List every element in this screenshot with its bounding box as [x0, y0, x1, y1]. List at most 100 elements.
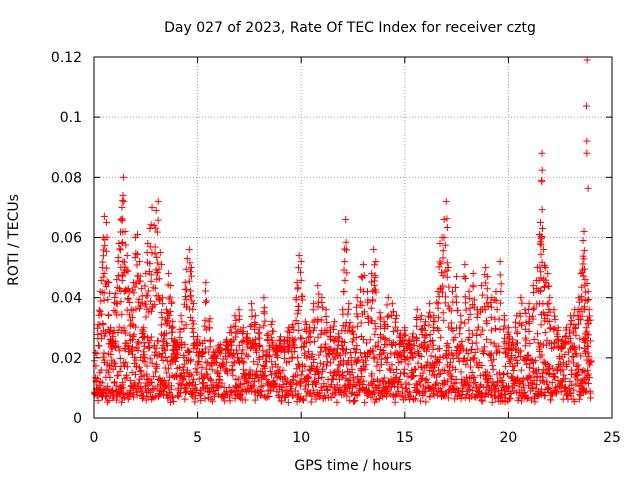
- roti-spread-point: [562, 338, 570, 346]
- roti-spread-point: [487, 313, 495, 321]
- roti-spread-point: [234, 350, 242, 358]
- baseline-point: [232, 346, 240, 354]
- roti-point: [154, 197, 162, 205]
- roti-spread-point: [126, 337, 134, 345]
- baseline-point: [489, 362, 497, 370]
- baseline-point: [450, 384, 458, 392]
- roti-spread-point: [294, 284, 302, 292]
- roti-point: [117, 215, 125, 223]
- baseline-point: [250, 358, 258, 366]
- baseline-point: [258, 391, 266, 399]
- roti-spread-point: [288, 353, 296, 361]
- baseline-point: [170, 397, 178, 405]
- baseline-point: [126, 393, 134, 401]
- roti-spread-point: [465, 316, 473, 324]
- roti-spread-point: [122, 241, 130, 249]
- roti-spread-point: [260, 308, 268, 316]
- baseline-point: [513, 359, 521, 367]
- roti-spread-point: [198, 352, 206, 360]
- roti-spread-point: [401, 346, 409, 354]
- roti-spread-point: [576, 316, 584, 324]
- roti-point: [100, 212, 108, 220]
- roti-spread-point: [292, 296, 300, 304]
- baseline-point: [375, 395, 383, 403]
- roti-spread-point: [363, 339, 371, 347]
- roti-spread-point: [344, 310, 352, 318]
- baseline-point: [463, 347, 471, 355]
- baseline-point: [133, 391, 141, 399]
- baseline-point: [100, 349, 108, 357]
- baseline-point: [116, 354, 124, 362]
- roti-spread-point: [583, 137, 591, 145]
- roti-spread-point: [315, 290, 323, 298]
- baseline-point: [273, 373, 281, 381]
- baseline-point: [368, 382, 376, 390]
- roti-spread-point: [530, 289, 538, 297]
- roti-point: [372, 258, 380, 266]
- baseline-point: [193, 368, 201, 376]
- roti-spread-point: [526, 339, 534, 347]
- roti-spread-point: [142, 313, 150, 321]
- roti-spread-point: [345, 322, 353, 330]
- baseline-point: [417, 352, 425, 360]
- roti-point: [550, 306, 558, 314]
- roti-spread-point: [117, 298, 125, 306]
- roti-spread-point: [413, 322, 421, 330]
- roti-spread-point: [371, 286, 379, 294]
- baseline-point: [405, 380, 413, 388]
- roti-spread-point: [557, 342, 565, 350]
- roti-point: [582, 324, 590, 332]
- roti-spread-point: [305, 334, 313, 342]
- baseline-point: [519, 375, 527, 383]
- baseline-point: [121, 362, 129, 370]
- roti-point: [529, 282, 537, 290]
- roti-spread-point: [368, 296, 376, 304]
- baseline-point: [279, 366, 287, 374]
- baseline-point: [541, 392, 549, 400]
- roti-spread-point: [518, 321, 526, 329]
- roti-spread-point: [341, 245, 349, 253]
- baseline-point: [391, 398, 399, 406]
- roti-spread-point: [259, 352, 267, 360]
- roti-spread-point: [443, 342, 451, 350]
- roti-spread-point: [136, 302, 144, 310]
- baseline-point: [231, 395, 239, 403]
- baseline-point: [223, 369, 231, 377]
- roti-spread-point: [123, 306, 131, 314]
- roti-spread-point: [102, 247, 110, 255]
- roti-spread-point: [353, 342, 361, 350]
- roti-spread-point: [251, 325, 259, 333]
- baseline-point: [315, 351, 323, 359]
- roti-point: [457, 312, 465, 320]
- roti-spread-point: [439, 272, 447, 280]
- baseline-point: [339, 372, 347, 380]
- roti-spread-point: [340, 346, 348, 354]
- baseline-point: [137, 367, 145, 375]
- roti-spread-point: [479, 291, 487, 299]
- roti-spread-point: [284, 333, 292, 341]
- baseline-point: [239, 358, 247, 366]
- baseline-point: [187, 356, 195, 364]
- roti-spread-point: [267, 321, 275, 329]
- baseline-point: [585, 380, 593, 388]
- baseline-point: [298, 334, 306, 342]
- baseline-point: [214, 369, 222, 377]
- baseline-point: [342, 388, 350, 396]
- roti-spread-point: [275, 341, 283, 349]
- roti-spread-point: [248, 313, 256, 321]
- baseline-point: [387, 349, 395, 357]
- baseline-point: [260, 362, 268, 370]
- roti-spread-point: [536, 353, 544, 361]
- baseline-point: [576, 392, 584, 400]
- baseline-point: [142, 396, 150, 404]
- baseline-point: [163, 369, 171, 377]
- baseline-point: [441, 392, 449, 400]
- roti-point: [148, 203, 156, 211]
- baseline-point: [257, 382, 265, 390]
- roti-point: [357, 273, 365, 281]
- baseline-point: [317, 383, 325, 391]
- roti-spread-point: [541, 329, 549, 337]
- roti-spread-point: [143, 334, 151, 342]
- baseline-point: [175, 393, 183, 401]
- roti-spread-point: [372, 325, 380, 333]
